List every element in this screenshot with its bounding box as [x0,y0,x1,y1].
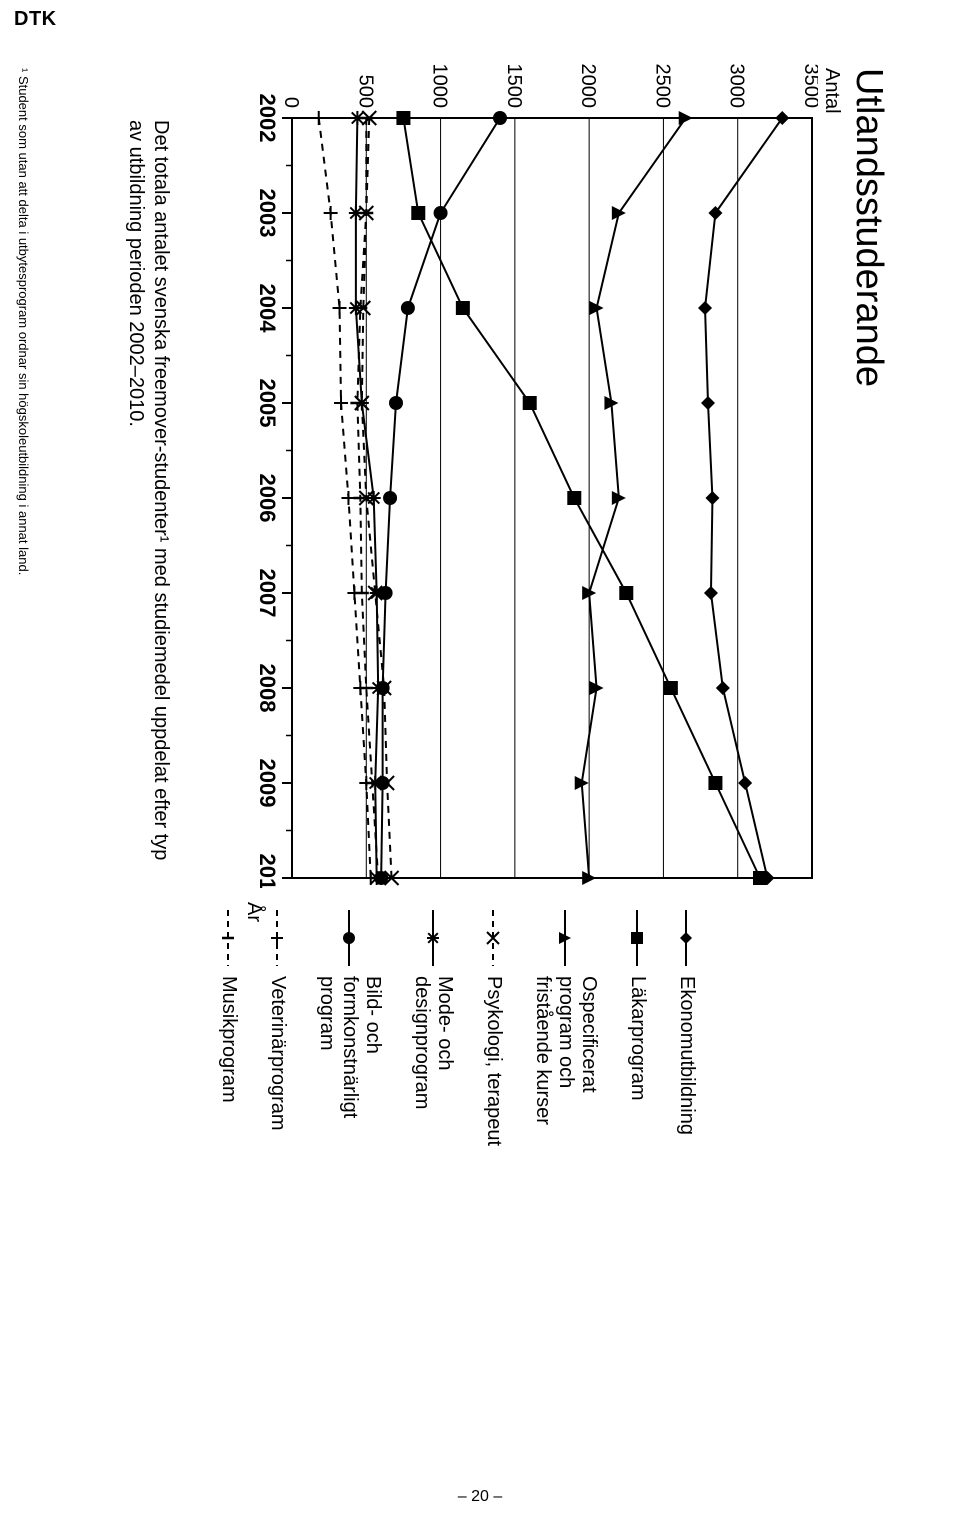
legend-swatch [484,910,504,966]
svg-text:2000: 2000 [577,64,599,109]
chart-caption: Det totala antalet svenska freemover-stu… [123,120,173,880]
legend-item-mode: Mode- och designprogram [410,910,456,1170]
svg-text:2009: 2009 [255,759,280,808]
y-axis-label: Antal [820,68,843,1440]
svg-text:1500: 1500 [503,64,525,109]
chart-legend: Ekonomutbildning Läkarprogram Ospecificera… [191,910,698,1170]
page-number: – 20 – [0,1488,960,1506]
line-chart: 0 500 1000 1500 2000 2500 3000 3500 2002 2003 2004… [246,60,818,888]
section-header: DTK [14,8,57,31]
legend-swatch [340,910,360,966]
svg-text:2008: 2008 [255,664,280,713]
figure-rotated: Utlandsstuderande Antal 0 500 1000 1500 2000… [70,60,890,1440]
legend-label: Läkarprogram [626,976,649,1101]
x-axis-label: År [242,902,265,922]
legend-item-bild: Bild- och formkonstnärligt program [315,910,384,1170]
svg-text:500: 500 [354,75,376,108]
svg-text:2006: 2006 [255,474,280,523]
svg-text:2004: 2004 [255,284,280,334]
svg-text:0: 0 [280,97,302,108]
svg-text:3000: 3000 [726,64,748,109]
page: DTK Utlandsstuderande Antal 0 500 1000 1500… [0,0,960,1520]
legend-swatch [628,910,648,966]
svg-text:2005: 2005 [255,379,280,428]
svg-text:2003: 2003 [255,189,280,238]
legend-label: Veterinärprogram [266,976,289,1131]
legend-label: Ekonomutbildning [675,976,698,1135]
figure-row: 0 500 1000 1500 2000 2500 3000 3500 2002 2003 2004… [191,60,818,1440]
legend-swatch [219,910,239,966]
svg-text:2002: 2002 [255,94,280,143]
legend-item-ekonom: Ekonomutbildning [675,910,698,1170]
legend-item-lakar: Läkarprogram [626,910,649,1170]
svg-text:2010: 2010 [255,854,280,888]
legend-label: Mode- och designprogram [410,976,456,1170]
svg-text:2500: 2500 [651,64,673,109]
legend-swatch [677,910,697,966]
svg-text:3500: 3500 [800,64,818,109]
legend-swatch [268,910,288,966]
legend-swatch [556,910,576,966]
legend-item-vet: Veterinärprogram [266,910,289,1170]
legend-label: Psykologi, terapeut [482,976,505,1146]
legend-item-ospec: Ospecificerat program och fristående kur… [531,910,600,1170]
legend-swatch [423,910,443,966]
footnote: ¹ Student som utan att delta i utbytespr… [16,68,31,575]
svg-text:1000: 1000 [429,64,451,109]
legend-item-psyk: Psykologi, terapeut [482,910,505,1170]
legend-label: Ospecificerat program och fristående kur… [531,976,600,1170]
legend-label: Musikprogram [217,976,240,1103]
legend-item-musik: Musikprogram [217,910,240,1170]
chart-box: 0 500 1000 1500 2000 2500 3000 3500 2002 2003 2004… [246,60,818,888]
chart-title: Utlandsstuderande [847,68,890,1440]
legend-label: Bild- och formkonstnärligt program [315,976,384,1170]
svg-text:2007: 2007 [255,569,280,618]
